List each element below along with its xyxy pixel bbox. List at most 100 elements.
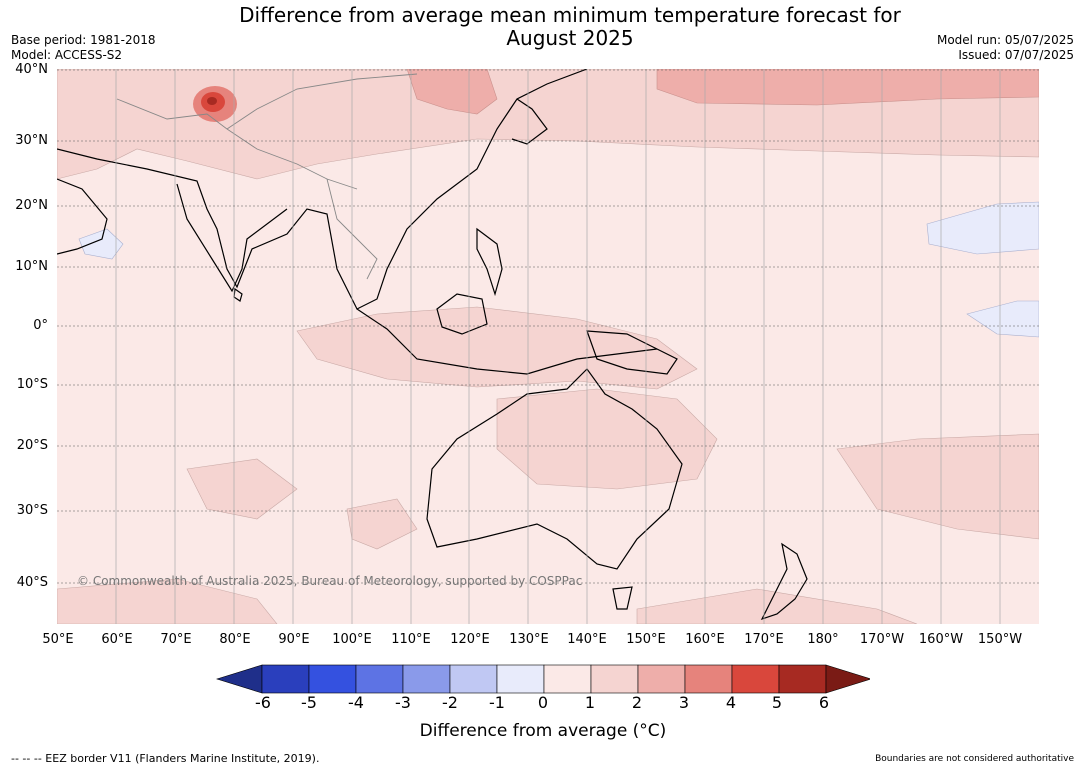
colorbar-tick-minus1: -1 — [489, 693, 505, 712]
anomaly-hotspot-center — [207, 97, 217, 105]
coastline-philippines — [476, 227, 503, 297]
lon-label-120e: 120°E — [450, 632, 490, 647]
anomaly-map[interactable]: © Commonwealth of Australia 2025, Bureau… — [57, 69, 1039, 624]
lat-label-30s: 30°S — [16, 503, 48, 518]
colorbar-cell — [543, 664, 592, 694]
lon-label-70e: 70°E — [160, 632, 192, 647]
coastline-tasmania — [612, 586, 633, 610]
coastline-new-zealand — [760, 542, 808, 621]
colorbar-tick-minus2: -2 — [442, 693, 458, 712]
run-info: Model run: 05/07/2025 Issued: 07/07/2025 — [937, 33, 1074, 63]
coastline-new-guinea — [586, 330, 678, 375]
coastline-indonesia — [356, 308, 658, 375]
colorbar-tick-2: 2 — [631, 693, 643, 712]
colorbar-cell — [778, 664, 827, 694]
anomaly-region-north-moderate — [656, 69, 1039, 106]
colorbar-tick-3: 3 — [678, 693, 690, 712]
colorbar-tick-6: 6 — [818, 693, 830, 712]
colorbar-cell — [308, 664, 357, 694]
copyright-text: © Commonwealth of Australia 2025, Bureau… — [77, 574, 582, 588]
colorbar-arrow-max — [825, 664, 870, 694]
colorbar — [216, 664, 870, 694]
lon-label-160e: 160°E — [685, 632, 725, 647]
colorbar-cell — [637, 664, 686, 694]
lon-label-60e: 60°E — [101, 632, 133, 647]
coastlines — [57, 69, 808, 621]
colorbar-cells — [216, 664, 870, 694]
lon-label-140e: 140°E — [567, 632, 607, 647]
coastline-india — [176, 183, 288, 293]
colorbar-arrow-min — [216, 664, 263, 694]
colorbar-label: Difference from average (°C) — [419, 721, 667, 741]
title-line-2: August 2025 — [506, 26, 634, 50]
issued-date-text: Issued: 07/07/2025 — [958, 48, 1074, 62]
lat-label-40s: 40°S — [16, 575, 48, 590]
lon-label-170e: 170°E — [744, 632, 784, 647]
coastline-australia — [426, 368, 683, 570]
map-canvas: © Commonwealth of Australia 2025, Bureau… — [57, 69, 1039, 624]
title-line-1: Difference from average mean minimum tem… — [239, 3, 901, 27]
lat-label-10n: 10°N — [15, 259, 48, 274]
country-borders — [116, 73, 418, 280]
anomaly-region-asia-moderate — [406, 69, 498, 115]
cool-region-central-pacific — [926, 201, 1039, 255]
model-name-text: Model: ACCESS-S2 — [11, 48, 123, 62]
border-southeast-asia — [326, 178, 378, 280]
anomaly-region-indian-ocean — [186, 458, 298, 520]
border-south-asia — [116, 98, 358, 190]
colorbar-tick-minus6: -6 — [255, 693, 271, 712]
coastline-arabia — [57, 178, 108, 255]
lat-label-10s: 10°S — [16, 377, 48, 392]
cool-region-arabian-sea — [78, 228, 124, 260]
colorbar-cell — [731, 664, 780, 694]
lon-label-80e: 80°E — [219, 632, 251, 647]
colorbar-cell — [402, 664, 451, 694]
lon-label-100e: 100°E — [332, 632, 372, 647]
lon-label-180: 180° — [807, 632, 839, 647]
colorbar-cell — [355, 664, 404, 694]
anomaly-region-maritime — [296, 306, 698, 390]
colorbar-tick-1: 1 — [584, 693, 596, 712]
colorbar-cell — [261, 664, 310, 694]
colorbar-tick-minus4: -4 — [348, 693, 364, 712]
coastline-japan — [511, 98, 548, 145]
lat-label-30n: 30°N — [15, 133, 48, 148]
boundaries-disclaimer: Boundaries are not considered authoritat… — [875, 754, 1074, 764]
coastline-asia — [57, 69, 588, 310]
model-info: Base period: 1981-2018 Model: ACCESS-S2 — [11, 33, 156, 63]
border-china — [226, 73, 418, 130]
lon-label-160w: 160°W — [918, 632, 964, 647]
eez-legend-text: -- -- -- EEZ border V11 (Flanders Marine… — [11, 752, 320, 765]
anomaly-region-australia — [496, 388, 718, 490]
lat-label-equator: 0° — [33, 318, 48, 333]
colorbar-tick-5: 5 — [771, 693, 783, 712]
colorbar-tick-minus5: -5 — [301, 693, 317, 712]
lat-label-20s: 20°S — [16, 438, 48, 453]
anomaly-region-southern-2 — [636, 588, 918, 624]
colorbar-cell — [496, 664, 545, 694]
lon-label-150e: 150°E — [626, 632, 666, 647]
colorbar-cell — [449, 664, 498, 694]
lon-label-150w: 150°W — [977, 632, 1023, 647]
colorbar-cell — [590, 664, 639, 694]
coastline-borneo — [436, 293, 488, 335]
anomaly-region-southern-3 — [836, 433, 1039, 540]
lon-label-130e: 130°E — [509, 632, 549, 647]
lon-label-110e: 110°E — [391, 632, 431, 647]
base-period-text: Base period: 1981-2018 — [11, 33, 156, 47]
chart-title: Difference from average mean minimum tem… — [170, 4, 970, 50]
colorbar-tick-0: 0 — [537, 693, 549, 712]
colorbar-tick-4: 4 — [725, 693, 737, 712]
lat-label-40n: 40°N — [15, 62, 48, 77]
lon-label-170w: 170°W — [859, 632, 905, 647]
graticule — [115, 69, 1001, 624]
anomaly-region-south-indian — [346, 498, 418, 550]
colorbar-cell — [684, 664, 733, 694]
lon-label-90e: 90°E — [278, 632, 310, 647]
colorbar-tick-minus3: -3 — [395, 693, 411, 712]
lon-label-50e: 50°E — [42, 632, 74, 647]
cool-region-equatorial-pacific — [966, 300, 1039, 338]
lat-label-20n: 20°N — [15, 198, 48, 213]
anomaly-region-southern-1 — [57, 578, 278, 624]
model-run-text: Model run: 05/07/2025 — [936, 33, 1074, 47]
